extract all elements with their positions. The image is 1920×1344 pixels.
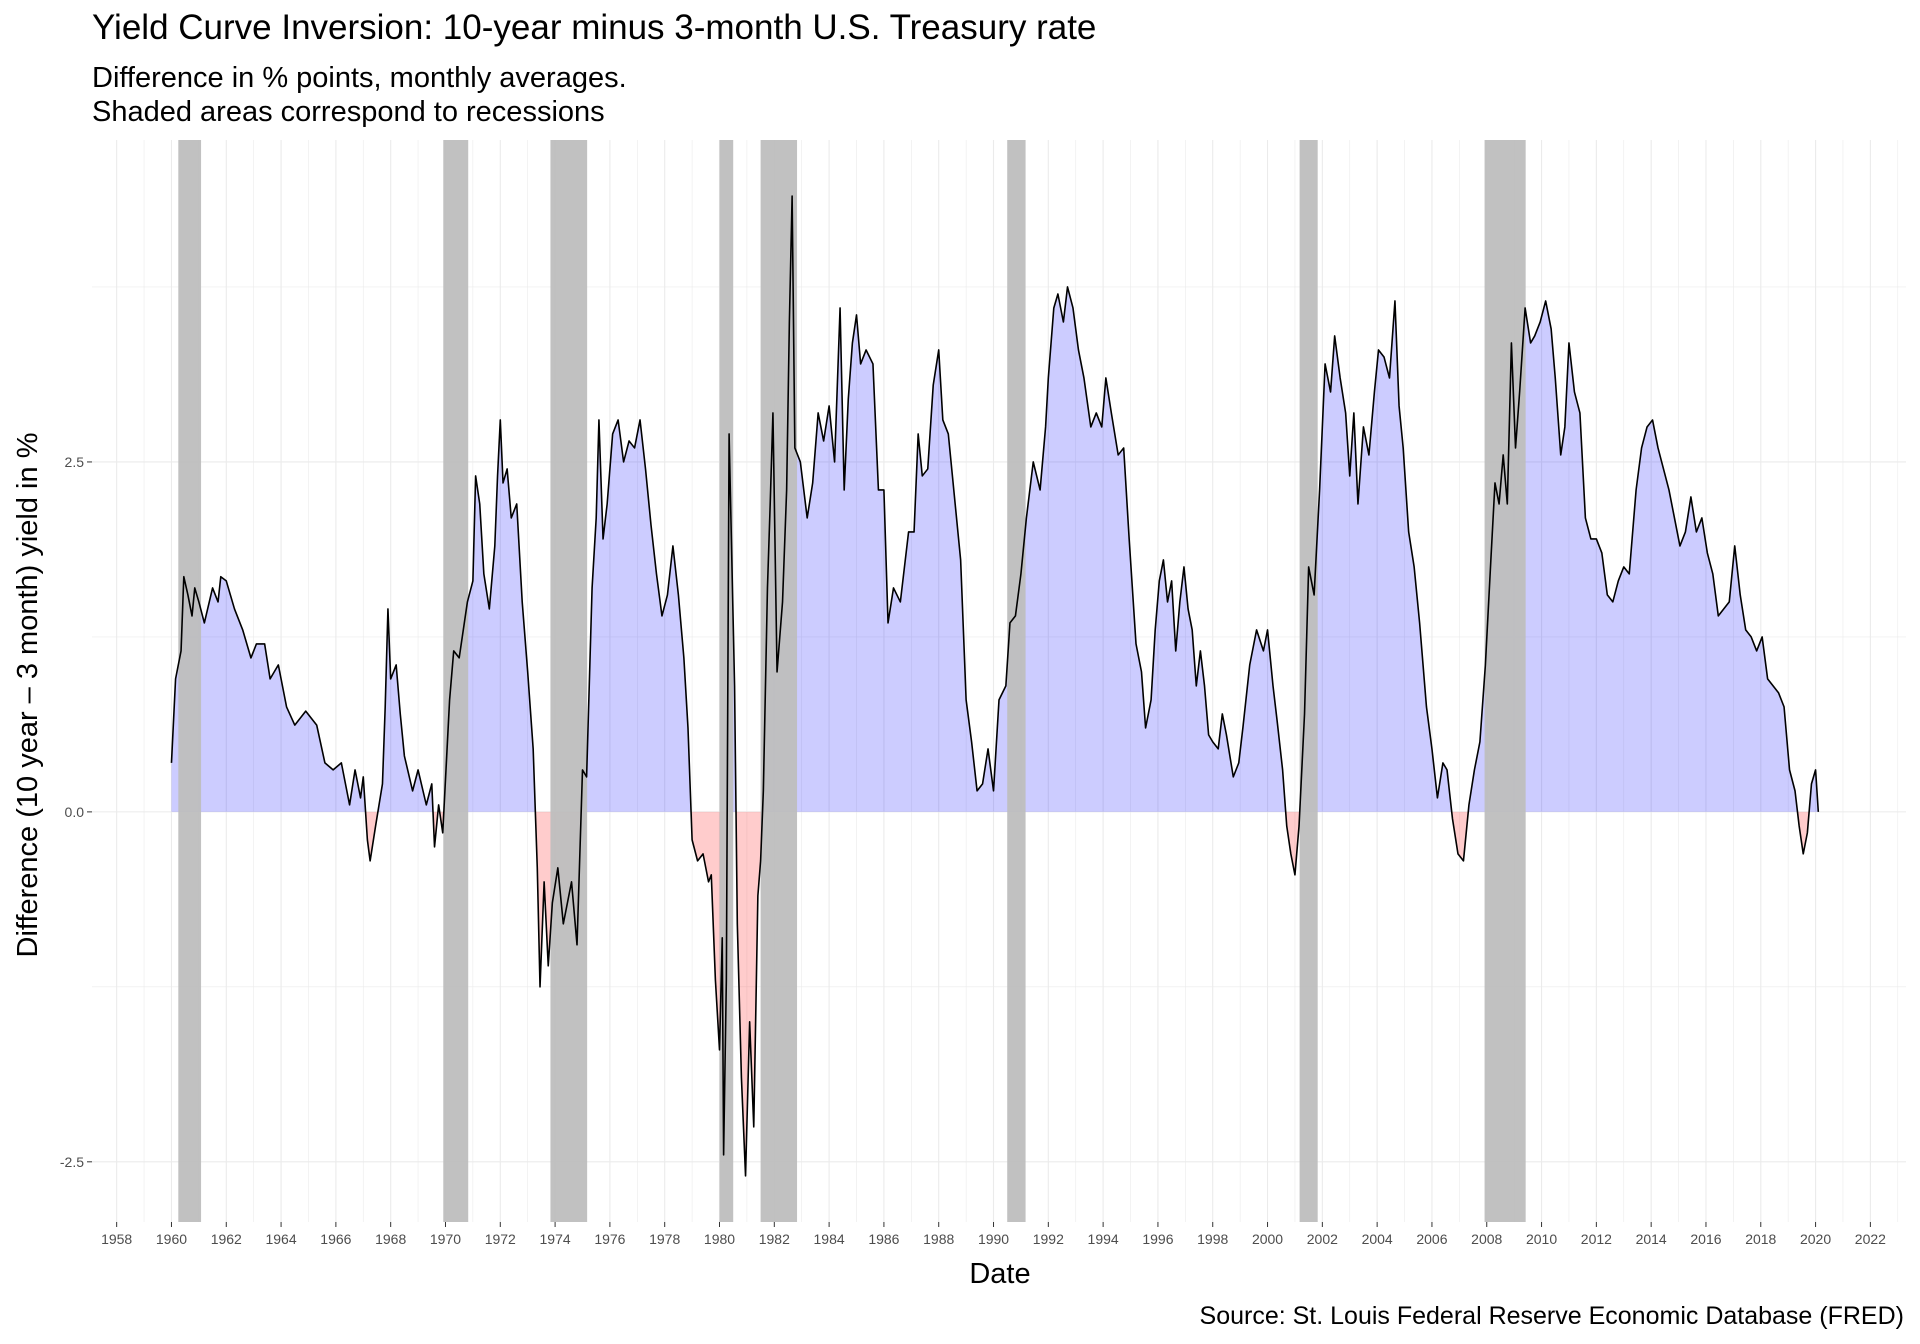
x-tick-label: 1996 [1142, 1231, 1173, 1247]
x-tick-label: 1972 [485, 1231, 516, 1247]
x-tick-label: 1976 [594, 1231, 625, 1247]
x-tick-label: 2006 [1416, 1231, 1447, 1247]
source-caption: Source: St. Louis Federal Reserve Econom… [1199, 1302, 1904, 1330]
x-tick-label: 1984 [814, 1231, 845, 1247]
x-tick-label: 1962 [211, 1231, 242, 1247]
x-tick-label: 2020 [1800, 1231, 1831, 1247]
chart-subtitle-line-1: Difference in % points, monthly averages… [92, 62, 627, 94]
positive-spread-fill [171, 195, 1819, 812]
x-tick-label: 2014 [1636, 1231, 1667, 1247]
x-tick-label: 2008 [1471, 1231, 1502, 1247]
x-tick-label: 1980 [704, 1231, 735, 1247]
chart-title: Yield Curve Inversion: 10-year minus 3-m… [92, 8, 1097, 47]
x-tick-label: 1994 [1088, 1231, 1119, 1247]
x-axis-ticks: 1958 1960 1962 1964 1966 1968 1970 1972 1974 1976… [101, 1222, 1886, 1247]
x-tick-label: 2018 [1745, 1231, 1776, 1247]
x-tick-label: 1960 [156, 1231, 187, 1247]
x-tick-label: 1990 [978, 1231, 1009, 1247]
recession-band [443, 140, 469, 1222]
recession-band [1007, 140, 1026, 1222]
spread-line-layer [170, 195, 1820, 1177]
chart-subtitle-line-2: Shaded areas correspond to recessions [92, 96, 605, 128]
x-tick-label: 2002 [1307, 1231, 1338, 1247]
x-axis-title: Date [969, 1258, 1030, 1290]
y-axis-title: Difference (10 year – 3 month) yield in … [12, 433, 44, 958]
x-tick-label: 1968 [375, 1231, 406, 1247]
y-tick-label: 2.5 [65, 454, 85, 470]
y-axis-ticks: -2.5 0.0 2.5 [60, 454, 92, 1170]
x-tick-label: 2010 [1526, 1231, 1557, 1247]
recession-bands [178, 140, 1526, 1222]
recession-band [760, 140, 798, 1222]
x-tick-label: 2004 [1362, 1231, 1393, 1247]
x-tick-label: 1958 [101, 1231, 132, 1247]
x-tick-label: 2022 [1855, 1231, 1886, 1247]
x-tick-label: 1978 [649, 1231, 680, 1247]
positive-spread-area [171, 195, 1819, 812]
x-tick-label: 1964 [265, 1231, 296, 1247]
recession-band [1299, 140, 1318, 1222]
x-tick-label: 2016 [1690, 1231, 1721, 1247]
x-tick-label: 1986 [868, 1231, 899, 1247]
negative-spread-fill [171, 811, 1819, 1176]
x-tick-label: 2000 [1252, 1231, 1283, 1247]
negative-spread-area [171, 811, 1819, 1176]
x-tick-label: 1966 [320, 1231, 351, 1247]
spread-line [170, 195, 1820, 1177]
x-tick-label: 1998 [1197, 1231, 1228, 1247]
x-tick-label: 1988 [923, 1231, 954, 1247]
y-tick-label: 0.0 [65, 804, 85, 820]
x-tick-label: 1970 [430, 1231, 461, 1247]
y-tick-label: -2.5 [60, 1154, 84, 1170]
x-tick-label: 1982 [759, 1231, 790, 1247]
x-tick-label: 2012 [1581, 1231, 1612, 1247]
x-tick-label: 1992 [1033, 1231, 1064, 1247]
recession-band [719, 140, 734, 1222]
recession-band [1484, 140, 1526, 1222]
recession-band [178, 140, 202, 1222]
x-tick-label: 1974 [540, 1231, 571, 1247]
recession-band [550, 140, 588, 1222]
